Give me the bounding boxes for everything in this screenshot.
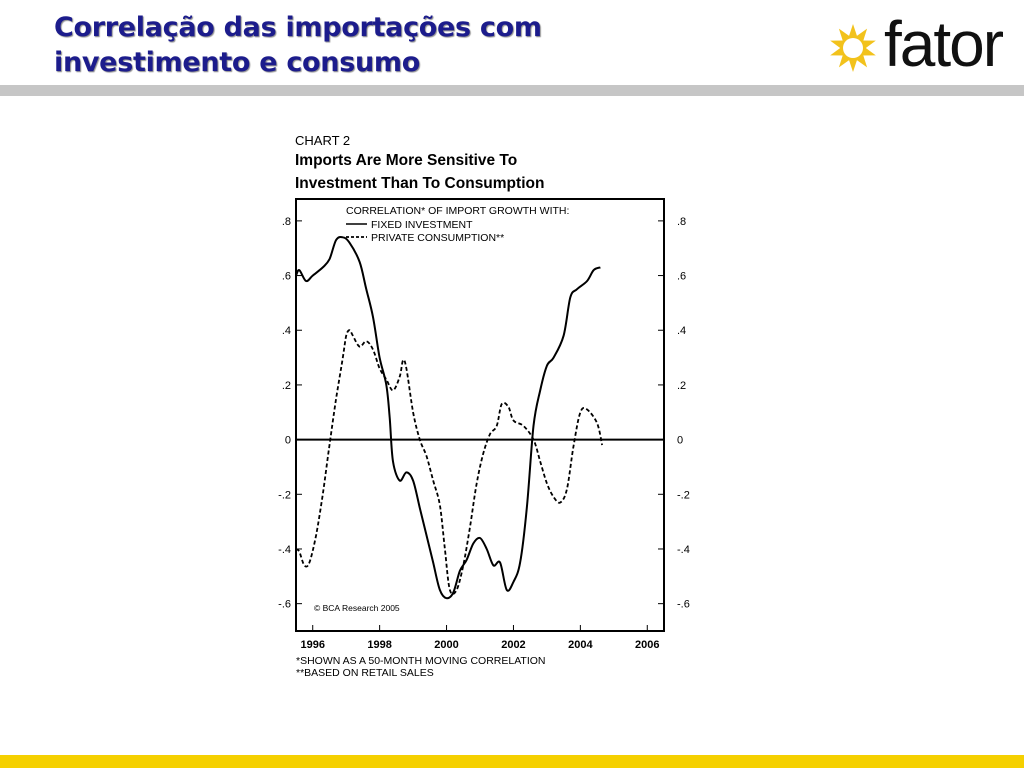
footnote-2: **BASED ON RETAIL SALES [296, 667, 434, 679]
plot-frame [295, 198, 665, 632]
header-divider [0, 85, 1024, 96]
sun-ray [848, 57, 858, 72]
sun-ray [848, 24, 858, 39]
legend-title: CORRELATION* OF IMPORT GROWTH WITH: [346, 205, 569, 217]
series-line-private-consumption [295, 329, 603, 595]
y-tick-label-right: -.6 [677, 599, 690, 611]
y-tick-label-right: 0 [677, 435, 683, 447]
footnote-1: *SHOWN AS A 50-MONTH MOVING CORRELATION [296, 655, 546, 667]
sun-ray [860, 46, 876, 56]
sun-ray [830, 40, 846, 50]
chart-title-line1: Imports Are More Sensitive To [295, 152, 517, 169]
y-tick-label-left: .6 [282, 271, 291, 283]
chart-number: CHART 2 [295, 133, 350, 148]
chart-title-line2: Investment Than To Consumption [295, 175, 544, 192]
y-tick-label-left: .2 [282, 380, 291, 392]
y-tick-label-left: .4 [282, 325, 291, 337]
legend-label-fixed-investment: FIXED INVESTMENT [371, 219, 473, 231]
y-tick-label-right: .8 [677, 216, 686, 228]
x-tick-label: 2002 [501, 639, 525, 651]
x-tick-label: 1998 [367, 639, 391, 651]
fator-logo: fator [826, 8, 1016, 80]
y-tick-label-left: -.6 [278, 599, 291, 611]
slide-title-line2: investimento e consumo [54, 47, 421, 78]
y-tick-label-right: .4 [677, 325, 686, 337]
y-tick-label-right: -.2 [677, 489, 690, 501]
slide-title: Correlação das importações com investime… [54, 10, 694, 80]
series-line-fixed-investment [295, 235, 601, 600]
y-tick-label-right: .6 [677, 271, 686, 283]
y-tick-label-left: -.4 [278, 544, 291, 556]
copyright-note: © BCA Research 2005 [314, 603, 400, 613]
legend-label-private-consumption: PRIVATE CONSUMPTION** [371, 232, 504, 244]
y-tick-label-right: .2 [677, 380, 686, 392]
x-tick-label: 2004 [568, 639, 593, 651]
y-tick-label-right: -.4 [677, 544, 690, 556]
y-tick-label-left: 0 [285, 435, 291, 447]
x-tick-label: 2000 [434, 639, 458, 651]
sun-logo-icon [830, 24, 876, 72]
y-tick-label-left: .8 [282, 216, 291, 228]
x-tick-label: 2006 [635, 639, 659, 651]
x-tick-label: 1996 [300, 639, 324, 651]
footer-bar [0, 755, 1024, 768]
logo-text: fator [884, 8, 1004, 80]
y-tick-label-left: -.2 [278, 489, 291, 501]
slide-title-line1: Correlação das importações com [54, 12, 542, 43]
